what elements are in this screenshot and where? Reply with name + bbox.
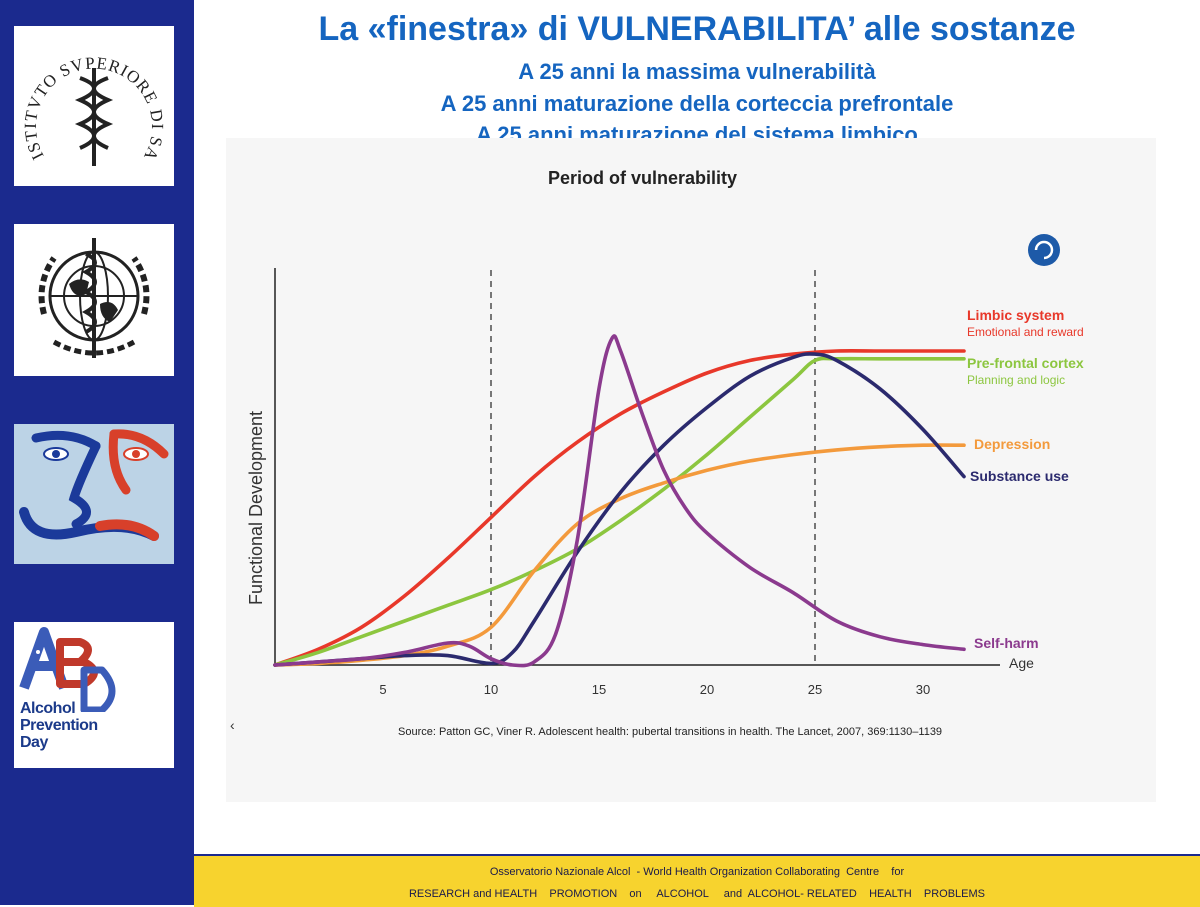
x-axis-label: Age [1009,655,1034,671]
series-label-substance-use: Substance use [970,468,1069,484]
x-tick-label-10: 10 [484,682,498,697]
who-emblem-icon [38,238,150,358]
face-logo [14,424,174,564]
series-label-depression: Depression [974,436,1050,452]
sidebar: ISTITVTO SVPERIORE DI SANITÀ [0,0,194,905]
series-line-substance-use [273,352,966,667]
series-line-limbic-system [273,348,966,667]
collapse-chevron-icon[interactable]: ‹ [230,717,235,733]
iss-seal-icon: ISTITVTO SVPERIORE DI SANITÀ [14,26,166,166]
chart-panel: Period of vulnerability Functional Devel… [226,138,1156,802]
x-tick-label-5: 5 [379,682,386,697]
x-tick-label-15: 15 [592,682,606,697]
apd-text-line1: Alcohol [20,700,76,717]
who-logo [14,224,174,376]
x-tick-label-25: 25 [808,682,822,697]
iss-logo: ISTITVTO SVPERIORE DI SANITÀ [14,26,174,186]
series-sublabel-pre-frontal-cortex: Planning and logic [967,373,1065,387]
series-line-self-harm [273,334,966,668]
series-label-self-harm: Self-harm [974,635,1039,651]
refresh-icon[interactable] [1028,234,1060,266]
series-label-pre-frontal-cortex: Pre-frontal cortex [967,355,1084,371]
footer-line-2: RESEARCH and HEALTH PROMOTION on ALCOHOL… [408,888,986,900]
footer-line-1: Osservatorio Nazionale Alcol - World Hea… [489,866,905,878]
face-drawing-icon [19,429,169,541]
y-axis-label: Functional Development [246,411,266,605]
refresh-arrow-icon [1034,240,1054,260]
apd-text-line2: Prevention [20,717,98,734]
vulnerability-chart: Period of vulnerability Functional Devel… [230,168,1084,738]
series-sublabel-limbic-system: Emotional and reward [967,325,1084,339]
x-tick-label-30: 30 [916,682,930,697]
slide-title: La «finestra» di VULNERABILITA’ alle sos… [318,10,1076,48]
footer-bar: Osservatorio Nazionale Alcol - World Hea… [194,854,1200,907]
slide-subtitle-2: A 25 anni maturazione della corteccia pr… [440,91,954,116]
apd-letters-icon [19,627,116,714]
apd-text-line3: Day [20,734,48,751]
source-citation: Source: Patton GC, Viner R. Adolescent h… [398,726,942,738]
slide-subtitle-1: A 25 anni la massima vulnerabilità [518,59,876,84]
series-label-limbic-system: Limbic system [967,307,1064,323]
x-tick-label-20: 20 [700,682,714,697]
chart-title: Period of vulnerability [548,168,737,188]
alcohol-prevention-day-logo: Alcohol Prevention Day [14,622,174,768]
series-line-pre-frontal-cortex [273,356,966,667]
